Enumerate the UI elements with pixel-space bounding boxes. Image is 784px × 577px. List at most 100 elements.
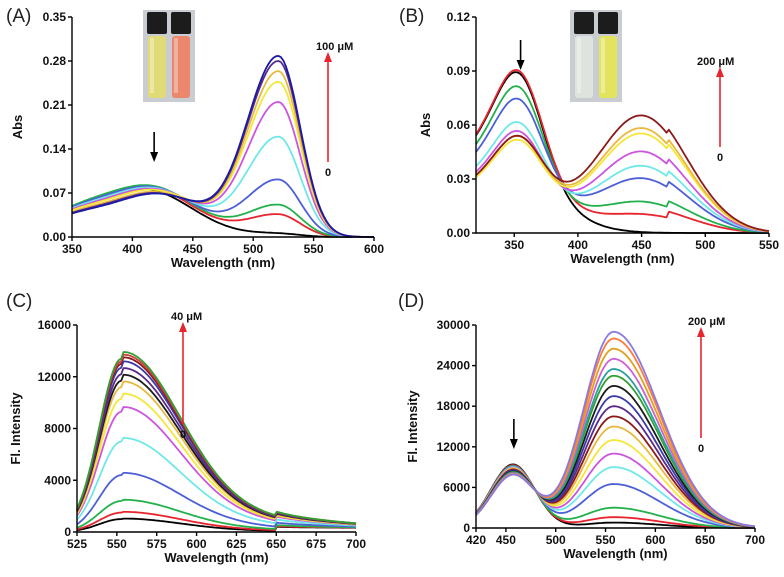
y-tick-label: 0: [64, 525, 71, 539]
y-tick-label: 12000: [437, 440, 471, 454]
x-tick-label: 450: [183, 242, 203, 256]
series-line-13: [475, 374, 756, 528]
panel-d: (D) 420 450 500 550 600 650 700 0 6000 12000 18000 2…: [398, 291, 765, 561]
y-axis-label: Fl. Intensity: [8, 392, 23, 465]
series-line-17: [475, 337, 756, 528]
x-axis-label: Wavelength (nm): [570, 251, 674, 266]
series-line-4: [71, 178, 374, 238]
y-tick-label: 6000: [443, 480, 470, 494]
y-tick-label: 24000: [437, 359, 471, 373]
x-axis-label: Wavelength (nm): [563, 546, 667, 561]
series-line-3: [475, 85, 770, 234]
concentration-min-label: 0: [698, 443, 704, 455]
series-line-3: [71, 184, 374, 238]
y-tick-label: 0.14: [43, 142, 67, 156]
panel-label: (C): [6, 291, 32, 312]
panel-label: (A): [6, 6, 31, 27]
y-tick-label: 12000: [38, 370, 72, 384]
series-line-6: [76, 406, 357, 526]
series-line-5: [71, 135, 374, 238]
vial-cap: [171, 12, 191, 34]
y-tick-label: 0.21: [43, 98, 67, 112]
concentration-max-label: 200 μM: [697, 56, 734, 68]
vial-inset-photo: [143, 10, 195, 102]
y-tick-label: 30000: [437, 318, 471, 332]
series-line-10: [71, 55, 374, 238]
concentration-min-label: 0: [717, 152, 723, 164]
series-line-14: [76, 351, 357, 525]
y-tick-label: 16000: [38, 318, 72, 332]
x-tick-label: 625: [226, 537, 246, 551]
panel-a: (A) 350 400 450 500 550 600 0.00 0.07 0.14 0.21 0.2…: [6, 6, 384, 270]
panel-label: (D): [398, 291, 424, 312]
vial-cap: [598, 12, 618, 34]
panel-c: (C) 525 550 575 600 625 650 675 700 0 4000 8000 1200…: [6, 291, 366, 565]
x-tick-label: 600: [187, 537, 207, 551]
y-tick-label: 0: [463, 521, 470, 535]
series-line-8: [475, 127, 770, 233]
series-line-15: [475, 357, 756, 528]
series-line-13: [76, 353, 357, 525]
panel-b: (B) 350 400 450 500 550 0.00 0.03 0.06 0.09 0.12 Wa…: [399, 6, 779, 266]
vial-cap: [574, 12, 594, 34]
series-line-4: [475, 97, 770, 233]
x-tick-label: 700: [745, 533, 765, 547]
y-tick-label: 18000: [437, 399, 471, 413]
x-tick-label: 450: [496, 533, 516, 547]
x-tick-label: 500: [243, 242, 263, 256]
y-axis-label: Abs: [418, 113, 433, 138]
y-tick-label: 0.07: [43, 186, 67, 200]
x-tick-label: 550: [107, 537, 127, 551]
x-tick-label: 650: [695, 533, 715, 547]
x-tick-label: 550: [596, 533, 616, 547]
y-tick-label: 8000: [44, 422, 71, 436]
series-line-14: [475, 368, 756, 528]
x-tick-label: 550: [759, 238, 779, 252]
concentration-max-label: 40 μM: [171, 311, 202, 323]
series-line-1: [475, 71, 769, 234]
x-tick-label: 600: [364, 242, 384, 256]
x-tick-label: 450: [632, 238, 652, 252]
y-tick-label: 0.28: [43, 54, 67, 68]
y-tick-label: 0.00: [43, 230, 67, 244]
x-tick-label: 400: [568, 238, 588, 252]
concentration-min-label: 0: [180, 429, 186, 441]
x-axis-label: Wavelength (nm): [164, 550, 268, 565]
x-tick-label: 350: [504, 238, 524, 252]
series-line-6: [475, 130, 770, 233]
y-tick-label: 0.35: [43, 10, 67, 24]
y-axis-label: Fl. Intensity: [405, 390, 420, 463]
x-tick-label: 420: [466, 533, 486, 547]
series-line-2: [475, 69, 770, 234]
y-tick-label: 0.12: [447, 10, 471, 24]
y-tick-label: 0.09: [447, 64, 471, 78]
concentration-max-label: 100 μM: [316, 41, 353, 53]
series-line-3: [76, 498, 356, 530]
series-line-9: [475, 114, 770, 232]
vial-solution: [172, 36, 190, 98]
y-tick-label: 0.00: [447, 226, 471, 240]
vial-solution: [599, 36, 617, 98]
y-tick-label: 0.03: [447, 172, 471, 186]
series-line-5: [475, 121, 770, 233]
vial-inset-photo: [570, 10, 622, 102]
x-tick-label: 700: [346, 537, 366, 551]
x-tick-label: 550: [304, 242, 324, 256]
vial-solution: [575, 36, 593, 98]
x-tick-label: 675: [306, 537, 326, 551]
x-tick-label: 350: [62, 242, 82, 256]
vial-solution: [148, 36, 166, 98]
y-tick-label: 0.06: [447, 118, 471, 132]
x-tick-label: 600: [645, 533, 665, 547]
concentration-max-label: 200 μM: [688, 316, 725, 328]
panel-label: (B): [399, 6, 424, 27]
x-tick-label: 650: [266, 537, 286, 551]
y-axis-label: Abs: [10, 115, 25, 140]
x-tick-label: 500: [695, 238, 715, 252]
concentration-min-label: 0: [325, 167, 331, 179]
series-line-4: [76, 472, 356, 528]
series-line-18: [475, 330, 756, 528]
x-tick-label: 575: [147, 537, 167, 551]
x-tick-label: 400: [122, 242, 142, 256]
